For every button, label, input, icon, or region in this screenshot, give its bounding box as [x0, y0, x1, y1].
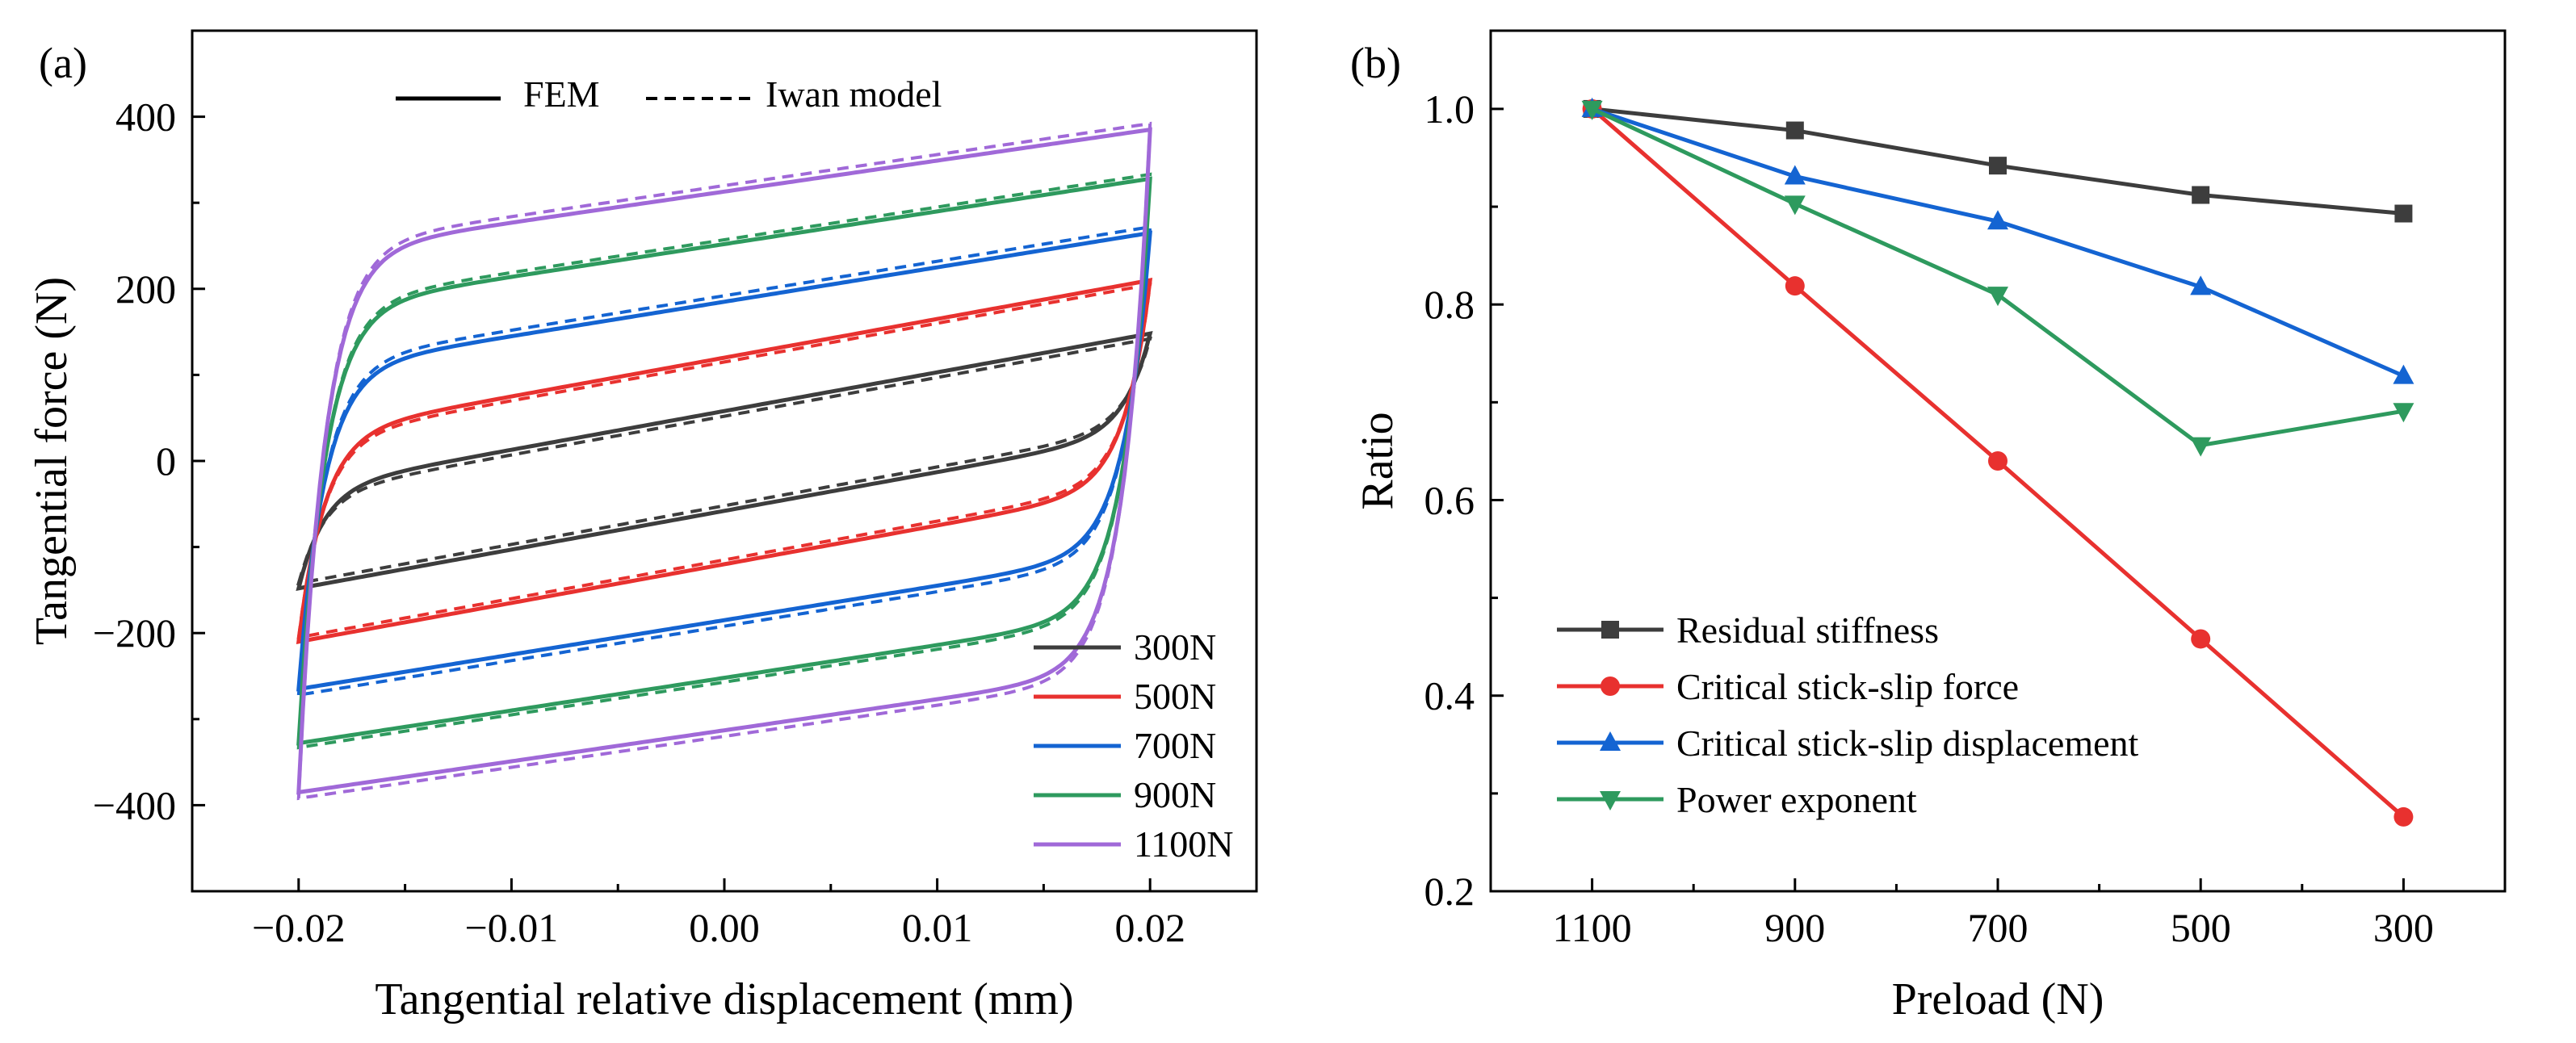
panel-a-fem-curve-300N — [296, 331, 1153, 591]
panel-a-ticks: −0.02 −0.01 0.00 0.01 0.02 −400 −200 0 200 400 — [93, 29, 1258, 950]
panel-a-legend-item: 500N — [1034, 676, 1216, 717]
panel-a-iwan-curve-1100N — [296, 121, 1152, 801]
panel-b-legend-label: Critical stick-slip force — [1676, 666, 2019, 707]
panel-b: (b) 1100 900 700 500 300 0.2 0.4 0.6 0.8 1.0 Prel… — [1350, 29, 2507, 1024]
panel-b-legend-marker — [1601, 621, 1619, 639]
panel-b-y-tick-label: 0.8 — [1424, 282, 1475, 327]
panel-b-x-tick-label: 300 — [2373, 905, 2434, 950]
panel-b-legend: Residual stiffness Critical stick-slip fo… — [1557, 609, 2139, 820]
panel-b-label: (b) — [1350, 39, 1401, 87]
panel-b-legend-marker — [1600, 791, 1621, 811]
panel-a-legend-item: 700N — [1034, 725, 1216, 766]
panel-b-legend-marker — [1600, 731, 1621, 751]
panel-a-x-tick-label: −0.01 — [465, 905, 559, 950]
panel-a-y-tick-label: −400 — [93, 782, 176, 827]
panel-a-iwan-curve-700N — [296, 224, 1152, 697]
panel-b-x-tick-label: 1100 — [1553, 905, 1632, 950]
panel-a-style-legend-label: Iwan model — [766, 73, 942, 115]
panel-b-data-point — [1989, 157, 2007, 175]
panel-a-style-legend: FEM Iwan model — [396, 73, 942, 115]
panel-b-data-point — [2393, 364, 2414, 384]
panel-a: (a) −0.02 −0.01 0.00 0.01 0.02 −400 −200 0 200 40… — [27, 29, 1258, 1024]
panel-b-series-critical-stick-slip-force — [1582, 98, 2414, 827]
panel-b-data-point — [1785, 121, 1804, 140]
panel-a-ylabel: Tangential force (N) — [27, 277, 77, 645]
panel-b-legend-item: Critical stick-slip force — [1557, 666, 2019, 707]
panel-b-xlabel: Preload (N) — [1892, 974, 2104, 1024]
panel-a-style-legend-label: FEM — [523, 73, 600, 115]
panel-a-legend-item: 300N — [1034, 626, 1216, 668]
panel-b-legend-item: Critical stick-slip displacement — [1557, 723, 2139, 764]
panel-a-style-legend-item: Iwan model — [646, 73, 942, 115]
panel-b-series-critical-stick-slip-displacement — [1581, 97, 2414, 384]
panel-b-legend-label: Power exponent — [1676, 779, 1917, 820]
panel-a-y-tick-label: 200 — [115, 266, 176, 312]
panel-a-x-tick-label: −0.02 — [252, 905, 346, 950]
panel-a-fem-curve-1100N — [296, 127, 1152, 795]
panel-b-y-tick-label: 0.6 — [1424, 477, 1475, 522]
panel-b-data-point — [1988, 451, 2008, 471]
panel-b-data-point — [1581, 100, 1603, 120]
panel-a-y-tick-label: 400 — [115, 94, 176, 140]
panel-b-data-point — [1784, 195, 1806, 216]
panel-b-data-point — [2393, 806, 2414, 827]
panel-b-y-tick-label: 0.4 — [1424, 673, 1475, 718]
panel-a-iwan-curve-300N — [296, 337, 1153, 585]
panel-b-data-point — [2192, 186, 2210, 204]
panel-b-series-power-exponent — [1581, 100, 2414, 457]
panel-b-legend-label: Residual stiffness — [1676, 609, 1939, 651]
panel-a-xlabel: Tangential relative displacement (mm) — [375, 974, 1073, 1024]
panel-b-x-tick-label: 500 — [2171, 905, 2231, 950]
panel-a-x-tick-label: 0.00 — [689, 905, 760, 950]
panel-a-frame — [191, 29, 1258, 893]
panel-b-plot-area — [1581, 97, 2414, 827]
panel-a-legend-item: 1100N — [1034, 823, 1234, 865]
panel-a-legend-label: 500N — [1134, 676, 1216, 717]
panel-b-y-tick-label: 0.2 — [1424, 869, 1475, 914]
panel-b-data-point — [1987, 287, 2008, 307]
panel-a-y-tick-label: 0 — [156, 438, 176, 484]
panel-b-data-point — [2190, 437, 2212, 457]
panel-a-style-legend-item: FEM — [396, 73, 600, 115]
panel-b-data-point — [2191, 629, 2211, 649]
panel-a-x-tick-label: 0.02 — [1114, 905, 1185, 950]
panel-b-ticks: 1100 900 700 500 300 0.2 0.4 0.6 0.8 1.0 — [1424, 86, 2434, 950]
panel-a-legend: 300N 500N 700N 900N 1100N — [1034, 626, 1234, 865]
panel-a-iwan-curve-900N — [296, 172, 1152, 750]
panel-a-fem-curve-500N — [296, 278, 1153, 644]
panel-b-legend-item: Power exponent — [1557, 779, 1917, 820]
panel-a-x-tick-label: 0.01 — [902, 905, 973, 950]
panel-b-legend-item: Residual stiffness — [1557, 609, 1939, 651]
panel-b-data-point — [2190, 275, 2212, 295]
panel-b-data-point — [1784, 165, 1806, 185]
panel-a-iwan-curve-500N — [296, 283, 1152, 639]
panel-b-series-line — [1591, 107, 2405, 378]
panel-a-label: (a) — [39, 39, 87, 87]
panel-a-legend-label: 900N — [1134, 774, 1216, 815]
panel-b-legend-label: Critical stick-slip displacement — [1676, 723, 2139, 764]
panel-b-data-point — [1987, 210, 2008, 230]
panel-a-fem-curve-900N — [296, 176, 1152, 746]
panel-b-legend-marker — [1601, 676, 1620, 696]
panel-a-legend-label: 700N — [1134, 725, 1216, 766]
panel-b-data-point — [2393, 403, 2414, 423]
panel-b-x-tick-label: 900 — [1764, 905, 1825, 950]
panel-a-y-tick-label: −200 — [93, 610, 176, 656]
panel-a-fem-curve-700N — [296, 230, 1152, 692]
panel-b-y-tick-label: 1.0 — [1424, 86, 1475, 132]
panel-a-legend-item: 900N — [1034, 774, 1216, 815]
panel-b-ylabel: Ratio — [1353, 412, 1403, 509]
panel-b-data-point — [1785, 276, 1805, 296]
panel-a-legend-label: 300N — [1134, 626, 1216, 668]
panel-b-x-tick-label: 700 — [1968, 905, 2028, 950]
panel-b-data-point — [2394, 204, 2413, 223]
panel-a-plot-area — [296, 121, 1153, 801]
panel-a-legend-label: 1100N — [1134, 823, 1234, 865]
